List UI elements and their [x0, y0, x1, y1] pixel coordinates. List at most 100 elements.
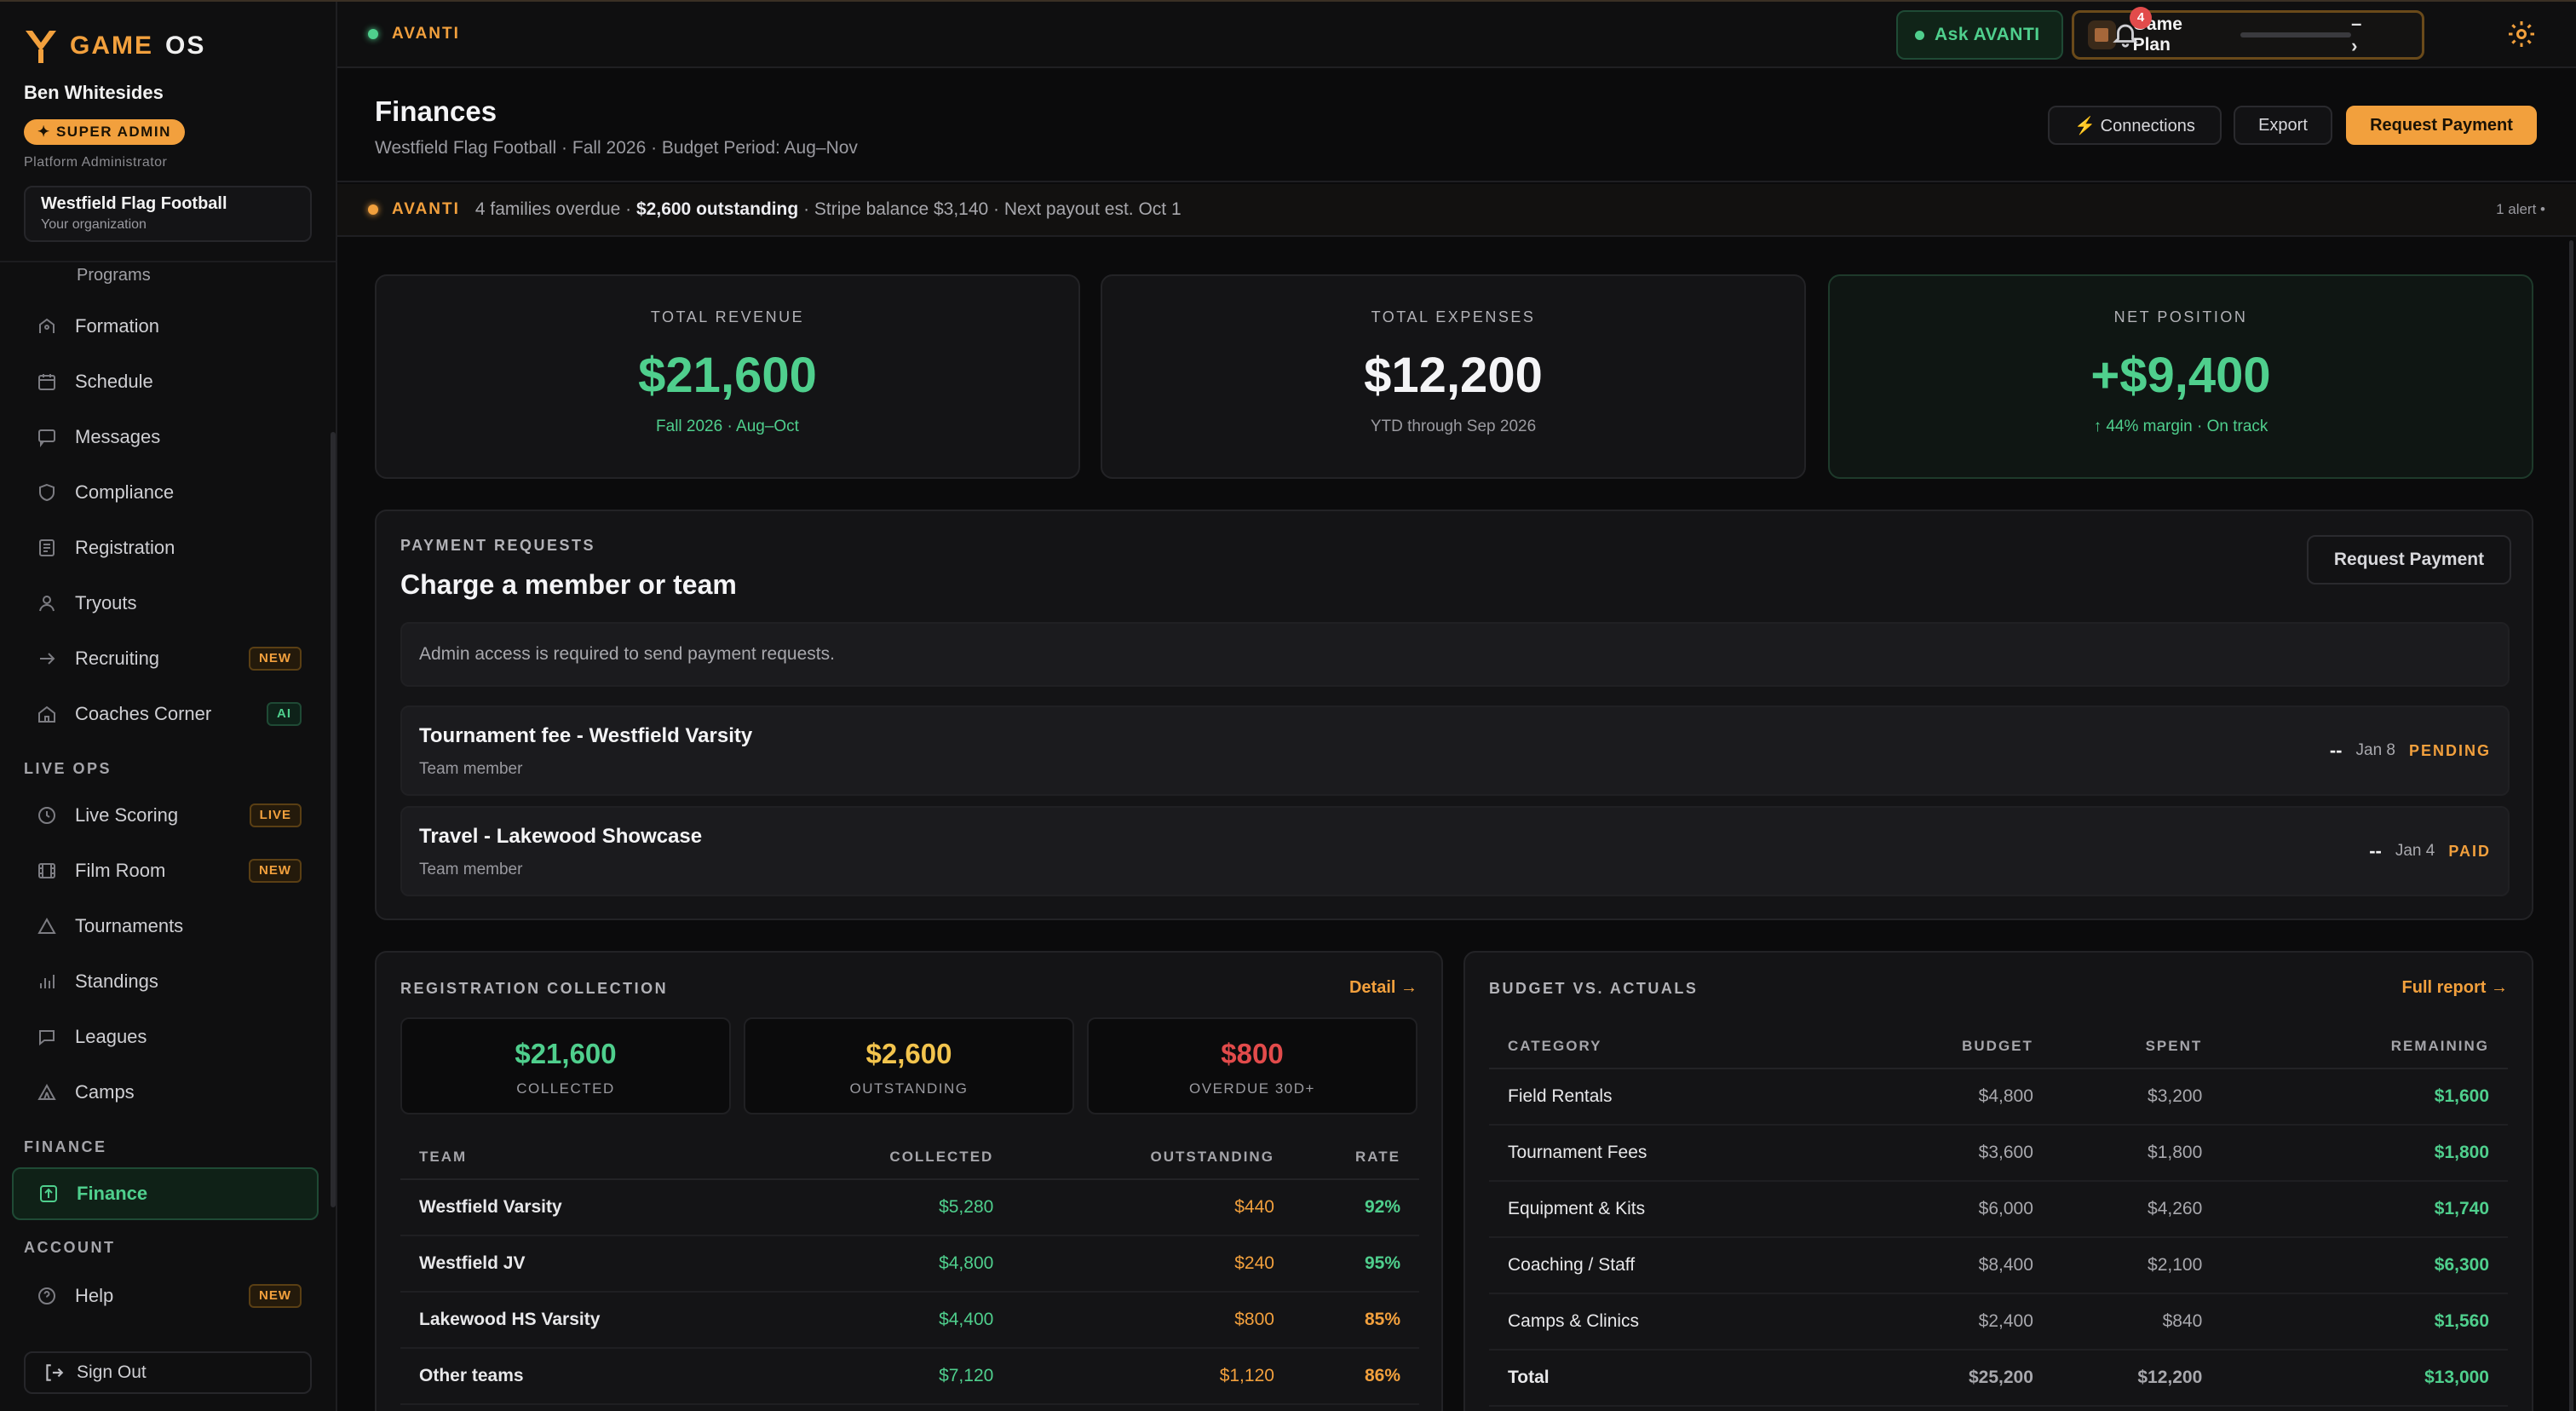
connections-button[interactable]: ⚡ Connections — [2048, 106, 2222, 145]
total-remaining: $13,000 — [2202, 1350, 2508, 1407]
payment-request-date: Jan 4 — [2395, 842, 2435, 860]
alert-text-bold: $2,600 outstanding — [636, 199, 799, 219]
col-remaining[interactable]: REMAINING — [2202, 1024, 2508, 1069]
avanti-title: AVANTI — [392, 25, 460, 43]
budget-kicker: BUDGET VS. ACTUALS — [1489, 980, 1699, 997]
payment-request-item[interactable]: Tournament fee - Westfield Varsity Team … — [400, 706, 2510, 796]
sign-out-button[interactable]: Sign Out — [24, 1351, 312, 1394]
team-name: Lakewood HS Varsity — [400, 1292, 758, 1349]
sidebar-item-recruiting[interactable]: Recruiting NEW — [12, 632, 319, 685]
remaining-value: $1,600 — [2202, 1068, 2508, 1126]
sidebar-item-label: Leagues — [75, 1026, 147, 1047]
alert-count[interactable]: 1 alert • — [2496, 201, 2545, 217]
sidebar-item-finance[interactable]: Finance — [12, 1167, 319, 1220]
sidebar-item-label: Formation — [75, 315, 160, 337]
detail-link[interactable]: Detail → — [1348, 978, 1417, 997]
alert-tag: AVANTI — [392, 200, 460, 218]
col-collected[interactable]: COLLECTED — [758, 1135, 994, 1180]
category-name: Camps & Clinics — [1489, 1293, 1847, 1351]
bell-icon[interactable] — [2111, 19, 2140, 49]
sidebar-item-programs[interactable]: Programs — [77, 266, 151, 285]
table-row[interactable]: Tournament Fees $3,600 $1,800 $1,800 — [1489, 1125, 2508, 1182]
collected-value: $4,800 — [758, 1235, 994, 1293]
sidebar-scrollbar[interactable] — [331, 432, 336, 1207]
sidebar-item-label: Tournaments — [75, 915, 184, 936]
page-title: Finances — [375, 95, 497, 127]
table-row[interactable]: Westfield JV $4,800 $240 95% — [400, 1235, 1419, 1293]
sidebar-item-messages[interactable]: Messages — [12, 411, 319, 464]
sidebar-item-leagues[interactable]: Leagues — [12, 1011, 319, 1063]
sidebar-item-label: Film Room — [75, 860, 166, 881]
spent-value: $840 — [2033, 1293, 2203, 1351]
sidebar-item-live-scoring[interactable]: Live Scoring LIVE — [12, 789, 319, 842]
budget-value: $3,600 — [1847, 1125, 2033, 1182]
remaining-value: $1,560 — [2202, 1293, 2508, 1351]
clock-icon — [36, 804, 58, 826]
col-rate[interactable]: RATE — [1274, 1135, 1419, 1180]
sidebar-item-registration[interactable]: Registration — [12, 521, 319, 574]
sidebar-item-help[interactable]: Help NEW — [12, 1270, 319, 1322]
col-team[interactable]: TEAM — [400, 1135, 758, 1180]
full-report-link[interactable]: Full report → — [2401, 978, 2508, 997]
stat-value: $21,600 — [638, 348, 817, 403]
payment-requests-title: Charge a member or team — [400, 569, 737, 600]
sidebar: GAME OS Ben Whitesides ✦ SUPER ADMIN Pla… — [0, 2, 337, 1411]
sidebar-item-label: Finance — [77, 1183, 148, 1204]
sidebar-item-camps[interactable]: Camps — [12, 1066, 319, 1119]
sidebar-item-schedule[interactable]: Schedule — [12, 355, 319, 408]
stat-card-net-position: NET POSITION +$9,400 ↑ 44% margin · On t… — [1828, 274, 2533, 479]
sidebar-item-tournaments[interactable]: Tournaments — [12, 900, 319, 953]
alert-message: 4 families overdue · $2,600 outstanding … — [475, 199, 1182, 220]
col-spent[interactable]: SPENT — [2033, 1024, 2203, 1069]
sidebar-item-coaches-corner[interactable]: Coaches Corner AI — [12, 688, 319, 740]
content-scrollbar[interactable] — [2569, 240, 2573, 1411]
sidebar-item-tryouts[interactable]: Tryouts — [12, 577, 319, 630]
registration-kicker: REGISTRATION COLLECTION — [400, 980, 669, 997]
org-switcher[interactable]: Westfield Flag Football Your organizatio… — [24, 186, 312, 242]
arrow-right-icon — [36, 648, 58, 670]
team-name: Westfield JV — [400, 1235, 758, 1293]
rate-value: 95% — [1274, 1235, 1419, 1293]
total-spent: $12,200 — [2033, 1350, 2203, 1407]
total-label: Total — [1489, 1350, 1847, 1407]
game-plan-controls[interactable]: – › — [2351, 13, 2374, 56]
payment-request-item[interactable]: Travel - Lakewood Showcase Team member -… — [400, 806, 2510, 896]
category-name: Tournament Fees — [1489, 1125, 1847, 1182]
col-outstanding[interactable]: OUTSTANDING — [993, 1135, 1274, 1180]
collected-value: $7,120 — [758, 1348, 994, 1405]
stat-value: $12,200 — [1364, 348, 1543, 403]
brand-logo[interactable]: GAME OS — [24, 27, 205, 65]
rate-value: 86% — [1274, 1348, 1419, 1405]
logo-mark-icon — [26, 31, 56, 63]
film-icon — [36, 860, 58, 882]
stat-sub: ↑ 44% margin · On track — [2093, 418, 2268, 435]
table-row[interactable]: Coaching / Staff $8,400 $2,100 $6,300 — [1489, 1237, 2508, 1294]
table-row[interactable]: Westfield Varsity $5,280 $440 92% — [400, 1179, 1419, 1236]
sidebar-item-formation[interactable]: Formation — [12, 300, 319, 353]
table-row[interactable]: Other teams $7,120 $1,120 86% — [400, 1348, 1419, 1405]
table-row[interactable]: Lakewood HS Varsity $4,400 $800 85% — [400, 1292, 1419, 1349]
gear-icon[interactable] — [2506, 19, 2537, 49]
notification-count-badge: 4 — [2130, 7, 2152, 29]
col-budget[interactable]: BUDGET — [1847, 1024, 2033, 1069]
sidebar-item-film-room[interactable]: Film Room NEW — [12, 844, 319, 897]
stat-card-revenue: TOTAL REVENUE $21,600 Fall 2026 · Aug–Oc… — [375, 274, 1080, 479]
sidebar-item-label: Live Scoring — [75, 804, 179, 826]
col-category[interactable]: CATEGORY — [1489, 1024, 1847, 1069]
remaining-value: $1,740 — [2202, 1181, 2508, 1238]
page-header: Finances Westfield Flag Football · Fall … — [337, 70, 2576, 182]
table-row[interactable]: Camps & Clinics $2,400 $840 $1,560 — [1489, 1293, 2508, 1351]
sidebar-item-standings[interactable]: Standings — [12, 955, 319, 1008]
sidebar-item-compliance[interactable]: Compliance — [12, 466, 319, 519]
request-payment-button[interactable]: Request Payment — [2346, 106, 2537, 145]
export-button[interactable]: Export — [2234, 106, 2332, 145]
table-row[interactable]: Field Rentals $4,800 $3,200 $1,600 — [1489, 1068, 2508, 1126]
sign-out-label: Sign Out — [77, 1362, 147, 1382]
table-row[interactable]: Equipment & Kits $6,000 $4,260 $1,740 — [1489, 1181, 2508, 1238]
request-payment-panel-button[interactable]: Request Payment — [2307, 535, 2511, 585]
payment-request-meta: -- Jan 4 PAID — [2369, 840, 2491, 862]
stat-label: NET POSITION — [2113, 308, 2248, 325]
sidebar-item-label: Standings — [75, 970, 158, 992]
ask-avanti-button[interactable]: Ask AVANTI — [1896, 10, 2063, 60]
top-bar: AVANTI Ask AVANTI Game Plan – › 4 — [337, 2, 2576, 68]
